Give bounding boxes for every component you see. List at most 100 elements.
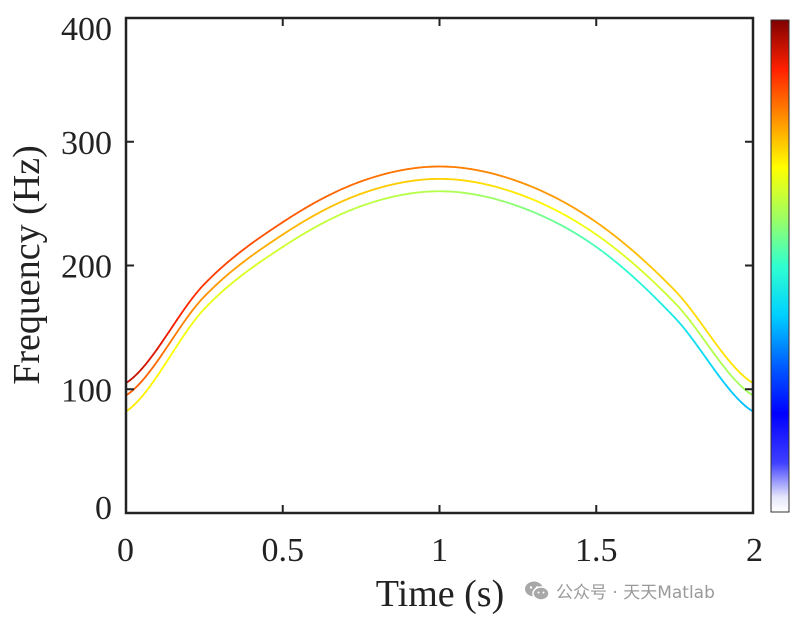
- series-segment: [665, 293, 672, 300]
- series-segment: [658, 273, 664, 280]
- y-axis-label: Frequency (Hz): [6, 145, 48, 385]
- series-segment: [708, 334, 715, 342]
- colorbar-gradient: [770, 19, 790, 513]
- series-segment: [191, 304, 198, 312]
- series-segment: [724, 367, 731, 375]
- series-segment: [724, 355, 731, 363]
- series-segment: [152, 347, 159, 356]
- series-segment: [654, 282, 660, 288]
- series-segment: [708, 362, 715, 370]
- series-segment: [661, 304, 668, 311]
- series-segment: [199, 295, 206, 302]
- series-segment: [176, 313, 182, 321]
- series-segment: [179, 319, 186, 328]
- series-segment: [712, 352, 719, 360]
- series-segment: [164, 343, 171, 351]
- series-segment: [172, 344, 178, 353]
- series-segment: [677, 305, 684, 313]
- series-segment: [677, 320, 684, 328]
- series-segment: [716, 357, 723, 365]
- series-segment: [728, 372, 735, 380]
- colorbar: [770, 19, 790, 513]
- series-segment: [701, 351, 707, 359]
- series-segment: [658, 286, 664, 292]
- series-segment: [708, 346, 715, 355]
- series-segment: [661, 277, 668, 284]
- series-segment: [650, 292, 656, 299]
- x-axis-label: Time (s): [376, 573, 504, 615]
- series-segment: [669, 285, 676, 292]
- series-segment: [736, 397, 743, 404]
- y-tick-label: 200: [61, 249, 112, 286]
- series-segment: [685, 330, 692, 338]
- series-segment: [140, 391, 147, 398]
- series-segment: [732, 377, 739, 384]
- series-segment: [187, 309, 194, 317]
- series-segment: [183, 327, 190, 335]
- series-segment: [720, 362, 727, 370]
- series-segment: [665, 308, 672, 315]
- series-segment: [673, 301, 680, 308]
- series-segment: [164, 357, 171, 365]
- series-segment: [195, 287, 202, 294]
- series-segment: [195, 312, 202, 319]
- series-segment: [203, 279, 210, 285]
- series-segment: [716, 345, 723, 353]
- x-tick-label: 0.5: [262, 532, 305, 569]
- series-segment: [697, 318, 703, 326]
- plot-area-frame: [124, 16, 755, 515]
- series-segment: [697, 346, 703, 354]
- series-segment: [187, 296, 194, 304]
- series-segment: [211, 296, 218, 302]
- series-segment: [689, 335, 696, 343]
- y-axis-ticks: 0 100 200 300 400: [61, 11, 753, 527]
- series-segment: [654, 269, 660, 276]
- series-line-2: [126, 177, 753, 397]
- series-segment: [646, 288, 653, 295]
- series-segment: [677, 293, 684, 300]
- series-segment: [136, 396, 143, 403]
- series-segment: [681, 310, 688, 317]
- series-segment: [724, 383, 731, 391]
- series-segment: [685, 302, 692, 310]
- y-tick-label: 0: [95, 490, 112, 527]
- series-segment: [669, 297, 676, 304]
- series-segment: [203, 303, 210, 310]
- series-segment: [701, 323, 707, 331]
- series-segment: [179, 333, 186, 341]
- series-segment: [148, 353, 155, 361]
- series-segment: [176, 325, 182, 334]
- series-segment: [164, 330, 171, 339]
- series-segment: [140, 363, 147, 370]
- series-segment: [661, 289, 668, 296]
- y-tick-label: 400: [61, 11, 112, 48]
- x-axis-ticks: 0 0.5 1 1.5 2: [117, 18, 763, 569]
- series-segment: [712, 340, 719, 348]
- series-segment: [642, 285, 649, 291]
- series-segment: [669, 312, 676, 319]
- series-layer: [126, 165, 753, 413]
- series-segment: [191, 292, 198, 299]
- series-segment: [705, 357, 711, 365]
- series-segment: [136, 368, 143, 375]
- series-segment: [152, 374, 159, 383]
- series-segment: [156, 369, 163, 377]
- series-segment: [712, 368, 719, 376]
- series-segment: [207, 287, 214, 294]
- series-segment: [168, 350, 174, 359]
- series-segment: [693, 340, 700, 348]
- series-segment: [689, 320, 696, 328]
- series-segment: [156, 354, 163, 363]
- x-tick-label: 0: [117, 532, 134, 569]
- series-segment: [685, 315, 692, 322]
- series-segment: [705, 341, 711, 349]
- series-segment: [199, 283, 206, 290]
- series-segment: [160, 348, 167, 357]
- x-tick-label: 1.5: [575, 532, 618, 569]
- series-line-1: [126, 165, 753, 384]
- series-segment: [689, 307, 696, 315]
- series-segment: [168, 337, 174, 345]
- series-segment: [148, 380, 155, 388]
- series-segment: [152, 360, 159, 368]
